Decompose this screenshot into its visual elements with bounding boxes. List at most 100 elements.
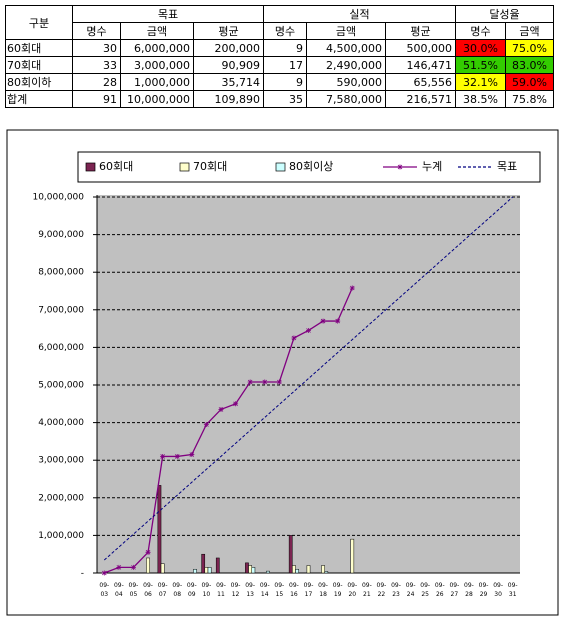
bar: [248, 565, 253, 574]
table-cell: 32.1%: [455, 73, 506, 91]
table-cell: 금액: [120, 22, 194, 40]
table-cell: 17: [263, 56, 307, 74]
x-tick-label: 09-12: [231, 582, 241, 598]
bar: [292, 565, 296, 574]
marker: [320, 318, 326, 324]
legend-swatch: [179, 162, 190, 172]
bar: [350, 538, 355, 574]
table-cell: 109,890: [193, 90, 264, 108]
y-tick-label: 3,000,000: [38, 456, 84, 466]
table-cell: 75.0%: [505, 39, 554, 57]
x-tick-label: 09-24: [406, 582, 416, 598]
table-cell: 달성율: [455, 5, 554, 23]
x-tick-label: 09-10: [201, 582, 211, 598]
marker: [349, 285, 355, 291]
x-tick-label: 09-30: [493, 582, 503, 598]
y-tick-label: 7,000,000: [38, 305, 84, 315]
table-cell: 80회이하: [5, 73, 73, 91]
y-tick-label: 5,000,000: [38, 381, 84, 391]
bar: [215, 557, 220, 574]
marker: [203, 421, 209, 427]
y-tick-label: 4,000,000: [38, 418, 84, 428]
marker: [233, 401, 239, 407]
bar: [207, 567, 212, 574]
table-cell: 35,714: [193, 73, 264, 91]
x-tick-label: 09-31: [508, 582, 518, 598]
table-cell: 명수: [455, 22, 506, 40]
marker: [145, 549, 151, 555]
x-tick-label: 09-03: [99, 582, 109, 598]
marker: [262, 379, 268, 385]
table-cell: 평균: [385, 22, 456, 40]
x-tick-label: 09-15: [274, 582, 284, 598]
x-tick-label: 09-22: [377, 582, 387, 598]
marker: [335, 318, 341, 324]
x-tick-label: 09-28: [464, 582, 474, 598]
table-cell: 4,500,000: [306, 39, 386, 57]
x-tick-label: 09-08: [172, 582, 182, 598]
table-cell: 명수: [263, 22, 307, 40]
x-tick-label: 09-23: [391, 582, 401, 598]
marker: [218, 406, 224, 412]
x-tick-label: 09-11: [216, 582, 226, 598]
table-cell: 7,580,000: [306, 90, 386, 108]
marker: [189, 452, 195, 458]
legend-swatch: [275, 162, 286, 172]
table-cell: 2,490,000: [306, 56, 386, 74]
y-tick-label: 2,000,000: [38, 493, 84, 503]
table-cell: 70회대: [5, 56, 73, 74]
x-tick-label: 09-18: [318, 582, 328, 598]
bar: [245, 562, 249, 574]
y-tick-label: 9,000,000: [38, 230, 84, 240]
legend-swatch: [85, 162, 96, 172]
table-cell: 9: [263, 73, 307, 91]
target-line: [103, 196, 514, 561]
table-cell: 금액: [505, 22, 554, 40]
table-cell: 146,471: [385, 56, 456, 74]
bar: [306, 565, 311, 574]
x-tick-label: 09-27: [449, 582, 459, 598]
table-cell: 590,000: [306, 73, 386, 91]
x-tick-label: 09-06: [143, 582, 153, 598]
table-cell: 59.0%: [505, 73, 554, 91]
marker: [247, 379, 253, 385]
x-tick-label: 09-07: [158, 582, 168, 598]
table-cell: 216,571: [385, 90, 456, 108]
legend-label: 누계: [422, 160, 442, 173]
table-row: 명수 금액 평균 명수 금액 평균 명수 금액: [6, 22, 554, 40]
table-cell: 83.0%: [505, 56, 554, 74]
x-tick-label: 09-13: [245, 582, 255, 598]
table-row: 합계 91 10,000,000 109,890 35 7,580,000 216,571 3…: [5, 90, 554, 108]
table-cell: 명수: [72, 22, 121, 40]
legend-label: 목표: [497, 160, 517, 173]
x-tick-label: 09-21: [362, 582, 372, 598]
table-cell: 30: [72, 39, 121, 57]
table-cell: 금액: [306, 22, 386, 40]
table-cell: 9: [263, 39, 307, 57]
legend-label: 70회대: [193, 160, 227, 173]
x-tick-label: 09-04: [114, 582, 124, 598]
bar: [324, 571, 329, 574]
y-tick-label: -: [81, 569, 84, 579]
x-tick-label: 09-29: [479, 582, 489, 598]
cumulative-line: [104, 287, 353, 574]
y-tick-label: 1,000,000: [38, 531, 84, 541]
table-row: 60회대 30 6,000,000 200,000 9 4,500,000 500,000 3…: [5, 39, 554, 57]
marker: [101, 570, 107, 576]
marker: [306, 327, 311, 333]
table-cell: 33: [72, 56, 121, 74]
table-cell: 91: [72, 90, 121, 108]
y-tick-label: 8,000,000: [38, 268, 84, 278]
table-cell: 10,000,000: [120, 90, 194, 108]
table-row: 구분 목표 실적 달성율: [5, 5, 554, 40]
bar: [204, 567, 209, 574]
table-cell: 6,000,000: [120, 39, 194, 57]
x-tick-label: 09-14: [260, 582, 270, 598]
bar: [146, 557, 150, 574]
table-cell: 평균: [193, 22, 264, 40]
table-cell: 90,909: [193, 56, 264, 74]
marker: [160, 453, 166, 459]
bar: [160, 563, 165, 574]
bar: [251, 567, 256, 574]
